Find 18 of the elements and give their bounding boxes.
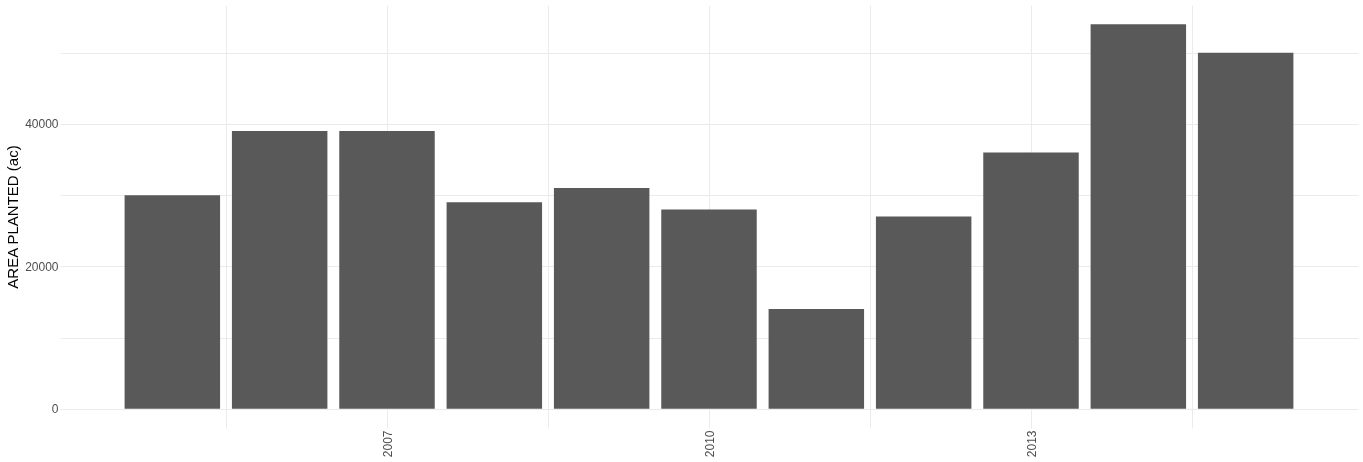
x-tick-label: 2007 bbox=[380, 430, 395, 458]
y-tick-label: 40000 bbox=[25, 117, 59, 132]
bar bbox=[1197, 52, 1294, 409]
bar bbox=[875, 216, 972, 409]
x-tick-label: 2010 bbox=[702, 430, 717, 458]
bar bbox=[231, 131, 328, 409]
bar bbox=[339, 131, 435, 409]
bar bbox=[661, 209, 757, 409]
bar bbox=[446, 202, 543, 409]
y-tick-label: 0 bbox=[51, 402, 59, 417]
bar bbox=[124, 195, 221, 409]
x-tick-label: 2013 bbox=[1024, 430, 1039, 458]
bar bbox=[1090, 24, 1187, 409]
bar bbox=[983, 152, 1079, 409]
y-axis-title: AREA PLANTED (ac) bbox=[4, 145, 22, 289]
bar bbox=[553, 188, 650, 409]
y-tick-label: 20000 bbox=[25, 259, 59, 274]
bar bbox=[768, 309, 865, 409]
